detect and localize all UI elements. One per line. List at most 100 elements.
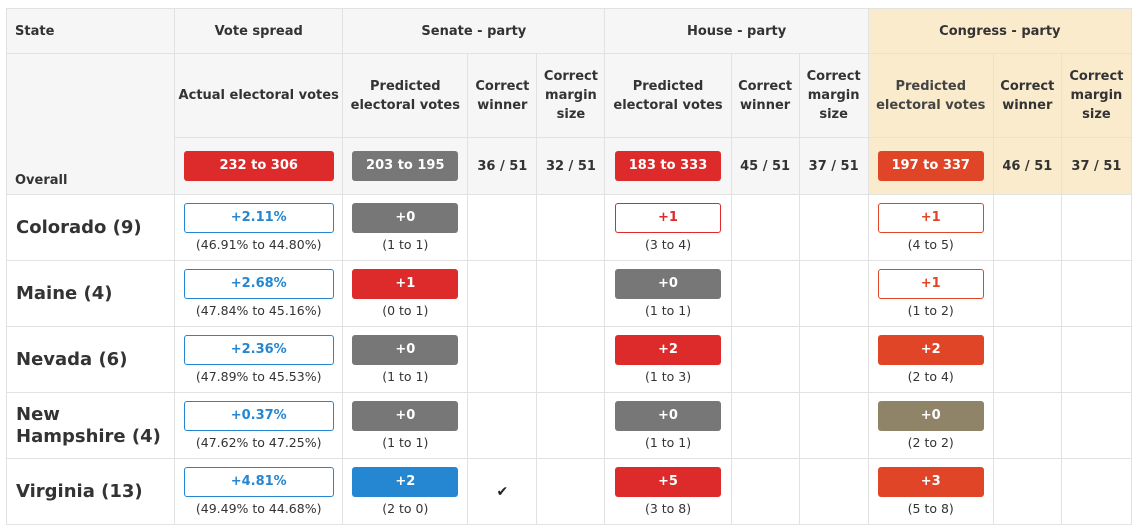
house-predicted-cell: +0 (1 to 1): [604, 392, 732, 459]
house-margin-cell: [798, 458, 869, 525]
house-winner-header[interactable]: Correct winner: [730, 53, 800, 138]
house-predicted-cell: +5 (3 to 8): [604, 458, 732, 525]
congress-margin-header[interactable]: Correct margin size: [1060, 53, 1133, 138]
senate-winner-cell: [467, 194, 538, 261]
house-margin-cell: [798, 326, 869, 393]
vote-spread-detail: (49.49% to 44.68%): [195, 501, 322, 516]
overall-summary-row: 232 to 306 203 to 195 36 / 51 32 / 51 18…: [7, 137, 1133, 195]
senate-margin-cell: [536, 260, 606, 327]
house-margin-header[interactable]: Correct margin size: [798, 53, 869, 138]
actual-ev-header[interactable]: Actual electoral votes: [174, 53, 344, 138]
senate-predicted-badge: +1: [352, 269, 459, 299]
house-margin-cell: [798, 392, 869, 459]
vote-spread-header[interactable]: Vote spread: [174, 8, 344, 54]
overall-congress-predicted-cell: 197 to 337: [867, 137, 994, 195]
senate-predicted-badge: +0: [352, 203, 459, 233]
vote-spread-cell: +2.68% (47.84% to 45.16%): [174, 260, 344, 327]
house-predicted-detail: (1 to 1): [644, 303, 692, 318]
congress-winner-cell: [992, 194, 1062, 261]
congress-winner-cell: [992, 458, 1062, 525]
house-margin-cell: [798, 194, 869, 261]
house-predicted-badge: +2: [615, 335, 722, 365]
overall-actual-badge: 232 to 306: [183, 151, 334, 181]
vote-spread-cell: +4.81% (49.49% to 44.68%): [174, 458, 344, 525]
congress-predicted-badge: +2: [877, 335, 984, 365]
house-margin-cell: [798, 260, 869, 327]
vote-spread-cell: +0.37% (47.62% to 47.25%): [174, 392, 344, 459]
congress-predicted-detail: (5 to 8): [907, 501, 954, 516]
state-name: Nevada (6): [5, 326, 176, 393]
vote-spread-detail: (47.62% to 47.25%): [195, 435, 322, 450]
overall-house-margin: 37 / 51: [798, 137, 869, 195]
table-row: New Hampshire (4) +0.37% (47.62% to 47.2…: [5, 392, 1133, 459]
congress-predicted-badge: +0: [877, 401, 984, 431]
state-column-header[interactable]: State: [5, 8, 176, 54]
senate-predicted-badge: +0: [352, 335, 459, 365]
congress-winner-cell: [992, 260, 1062, 327]
congress-predicted-badge: +3: [877, 467, 984, 497]
vote-spread-detail: (46.91% to 44.80%): [195, 237, 322, 252]
vote-spread-cell: +2.36% (47.89% to 45.53%): [174, 326, 344, 393]
overall-senate-predicted-cell: 203 to 195: [342, 137, 469, 195]
congress-winner-header[interactable]: Correct winner: [992, 53, 1062, 138]
senate-predicted-detail: (2 to 0): [382, 501, 429, 516]
senate-margin-cell: [536, 458, 606, 525]
vote-spread-badge: +0.37%: [183, 401, 334, 431]
state-name: New Hampshire (4): [5, 392, 176, 459]
senate-winner-cell: [467, 326, 538, 393]
senate-predicted-cell: +0 (1 to 1): [342, 194, 469, 261]
state-name: Colorado (9): [5, 194, 176, 261]
congress-predicted-detail: (2 to 4): [907, 369, 954, 384]
house-party-header[interactable]: House - party: [604, 8, 869, 54]
house-predicted-badge: +5: [615, 467, 722, 497]
overall-senate-winner: 36 / 51: [467, 137, 538, 195]
house-predicted-badge: +0: [615, 269, 722, 299]
house-predicted-cell: +0 (1 to 1): [604, 260, 732, 327]
house-predicted-detail: (3 to 4): [644, 237, 692, 252]
vote-spread-detail: (47.89% to 45.53%): [195, 369, 322, 384]
senate-predicted-detail: (1 to 1): [382, 369, 429, 384]
vote-spread-badge: +2.36%: [183, 335, 334, 365]
overall-label: Overall: [5, 53, 176, 195]
house-winner-cell: [730, 194, 800, 261]
congress-party-header[interactable]: Congress - party: [867, 8, 1133, 54]
results-table: State Vote spread Senate - party House -…: [5, 8, 1133, 525]
congress-predicted-badge: +1: [877, 203, 984, 233]
congress-predicted-cell: +1 (1 to 2): [867, 260, 994, 327]
senate-winner-cell: [467, 260, 538, 327]
senate-margin-header[interactable]: Correct margin size: [536, 53, 606, 138]
congress-winner-cell: [992, 326, 1062, 393]
senate-predicted-cell: +0 (1 to 1): [342, 392, 469, 459]
congress-predicted-detail: (4 to 5): [907, 237, 954, 252]
senate-predicted-detail: (1 to 1): [382, 237, 429, 252]
congress-predicted-cell: +0 (2 to 2): [867, 392, 994, 459]
table-row: Colorado (9) +2.11% (46.91% to 44.80%) +…: [5, 194, 1133, 261]
house-predicted-detail: (1 to 1): [644, 435, 692, 450]
vote-spread-badge: +2.11%: [183, 203, 334, 233]
senate-winner-header[interactable]: Correct winner: [467, 53, 538, 138]
checkmark-icon: ✔: [467, 458, 538, 525]
congress-predicted-cell: +3 (5 to 8): [867, 458, 994, 525]
congress-predicted-detail: (1 to 2): [907, 303, 954, 318]
state-name: Virginia (13): [5, 458, 176, 525]
overall-senate-predicted-badge: 203 to 195: [352, 151, 459, 181]
overall-congress-predicted-badge: 197 to 337: [877, 151, 984, 181]
congress-margin-cell: [1060, 260, 1133, 327]
congress-margin-cell: [1060, 194, 1133, 261]
house-predicted-header[interactable]: Predicted electoral votes: [604, 53, 732, 138]
vote-spread-badge: +4.81%: [183, 467, 334, 497]
congress-margin-cell: [1060, 326, 1133, 393]
senate-predicted-cell: +0 (1 to 1): [342, 326, 469, 393]
table-row: Maine (4) +2.68% (47.84% to 45.16%) +1 (…: [5, 260, 1133, 327]
senate-predicted-header[interactable]: Predicted electoral votes: [342, 53, 469, 138]
table-row: Virginia (13) +4.81% (49.49% to 44.68%) …: [5, 458, 1133, 525]
group-header-row: State Vote spread Senate - party House -…: [5, 8, 1133, 54]
overall-house-winner: 45 / 51: [730, 137, 800, 195]
senate-predicted-detail: (1 to 1): [382, 435, 429, 450]
senate-predicted-badge: +2: [352, 467, 459, 497]
senate-party-header[interactable]: Senate - party: [342, 8, 606, 54]
congress-margin-cell: [1060, 458, 1133, 525]
congress-predicted-header[interactable]: Predicted electoral votes: [867, 53, 994, 138]
results-table-wrapper: State Vote spread Senate - party House -…: [5, 8, 1133, 525]
state-name: Maine (4): [5, 260, 176, 327]
